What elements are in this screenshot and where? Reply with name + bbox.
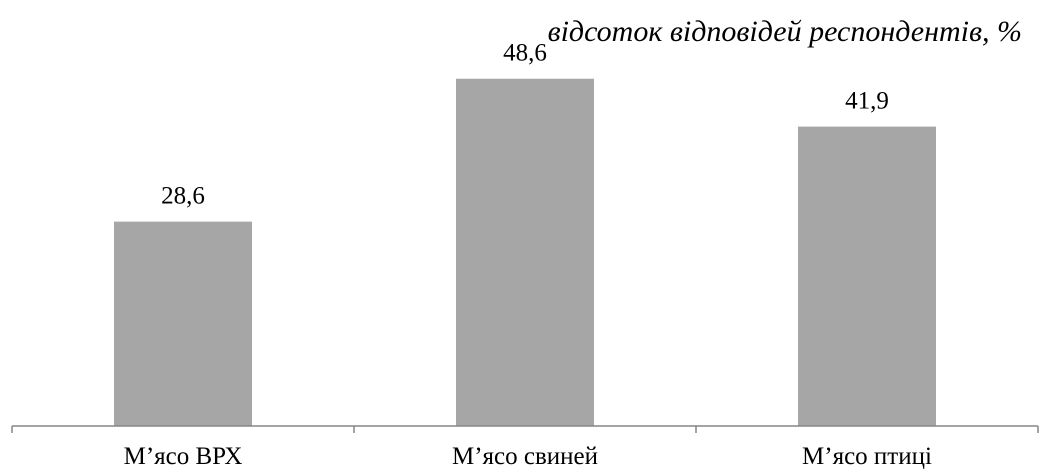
bars-group xyxy=(114,78,936,427)
x-tick-label: М’ясо свиней xyxy=(452,443,598,470)
x-tick-label: М’ясо ВРХ xyxy=(124,443,243,470)
x-tick-label: М’ясо птиці xyxy=(802,443,932,470)
bar xyxy=(798,126,936,426)
data-label: 41,9 xyxy=(845,88,889,115)
x-axis xyxy=(11,425,1039,433)
bar xyxy=(456,78,594,427)
data-label: 28,6 xyxy=(161,183,205,210)
data-label: 48,6 xyxy=(503,40,547,67)
bar xyxy=(114,221,252,426)
labels-group: 28,6 М’ясо ВРХ 48,6 М’ясо свиней 41,9 М’ясо п… xyxy=(124,40,932,470)
unit-label: відсоток відповідей респондентів, % xyxy=(548,15,1022,48)
